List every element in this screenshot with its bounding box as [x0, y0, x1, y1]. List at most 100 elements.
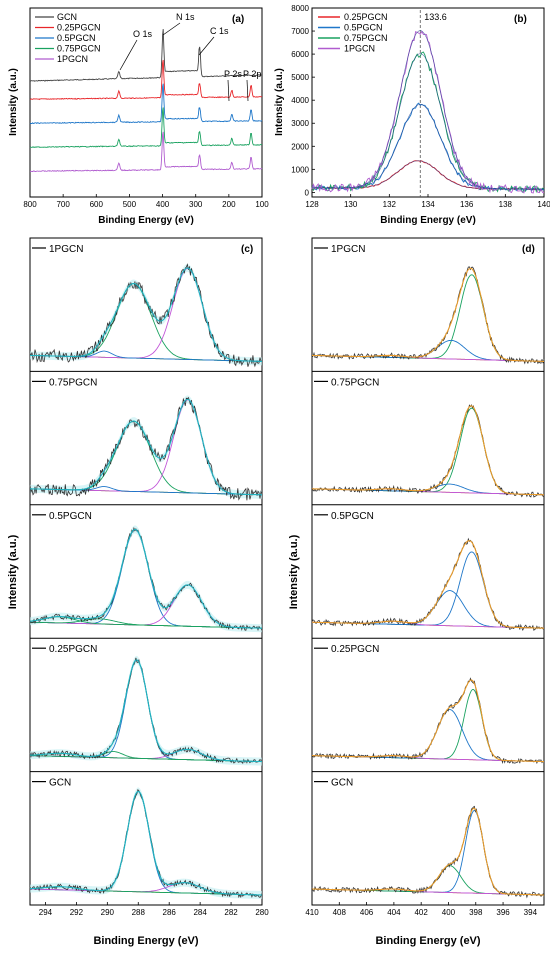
x-tick-label: 292 [70, 908, 84, 917]
x-tick-label: 132 [383, 200, 397, 209]
subpanel-label: 0.75PGCN [49, 377, 97, 388]
subpanel: 0.75PGCN [29, 370, 263, 501]
peak-label: P 2s [224, 69, 242, 79]
x-tick-label: 400 [156, 200, 170, 209]
subpanel: 0.75PGCN [311, 370, 545, 498]
series-line [29, 59, 263, 101]
x-tick-label: 402 [414, 908, 428, 917]
panel-a-xlabel: Binding Energy (eV) [98, 215, 194, 226]
peak-arrow [162, 22, 181, 36]
x-tick-label: 396 [496, 908, 510, 917]
series-line [311, 160, 544, 191]
legend-label: 0.25PGCN [57, 23, 101, 33]
panel-b-ylabel: Intensity (a.u.) [274, 68, 285, 136]
panel-c-label: (c) [241, 244, 253, 255]
peak-label: N 1s [176, 12, 195, 22]
subpanel-label: 0.5PGCN [49, 511, 92, 522]
raw-spectrum [29, 789, 263, 899]
x-tick-label: 290 [101, 908, 115, 917]
series-line [29, 107, 263, 149]
panel-d-ylabel: Intensity (a.u.) [288, 534, 300, 609]
subpanel: 1PGCN [311, 244, 545, 365]
x-tick-label: 700 [56, 200, 70, 209]
y-tick-label: 1000 [291, 165, 309, 174]
x-tick-label: 300 [189, 200, 203, 209]
y-tick-label: 5000 [291, 73, 309, 82]
peak-label: O 1s [133, 29, 153, 39]
fit-envelope [312, 540, 544, 629]
series-line [311, 30, 545, 194]
x-tick-label: 100 [255, 200, 269, 209]
subpanel-label: 0.75PGCN [331, 377, 379, 388]
x-tick-label: 280 [255, 908, 269, 917]
series-line [311, 51, 545, 193]
panel-c-ylabel: Intensity (a.u.) [7, 534, 19, 609]
panel-d-frame [311, 237, 545, 906]
component-peak [312, 709, 544, 763]
x-tick-label: 406 [360, 908, 374, 917]
component-peak [30, 283, 262, 362]
x-tick-label: 136 [460, 200, 474, 209]
series-line [29, 83, 263, 125]
component-peak [30, 399, 262, 496]
fit-envelope-band [30, 655, 262, 766]
fit-line [312, 53, 544, 190]
fit-envelope [312, 405, 544, 496]
raw-spectrum [29, 263, 263, 368]
peak-label: P 2p [243, 69, 261, 79]
y-tick-label: 8000 [291, 4, 309, 13]
panel-b-annotation: 133.6 [424, 12, 447, 22]
component-peak [30, 268, 262, 362]
x-tick-label: 404 [387, 908, 401, 917]
panel-d-x-ticks: 410 408 406 404 402 400 398 396 394 [305, 902, 538, 917]
raw-spectrum [311, 677, 545, 765]
x-tick-label: 600 [90, 200, 104, 209]
legend-label: 0.5PGCN [344, 23, 383, 33]
subpanel-label: GCN [331, 778, 353, 789]
x-tick-label: 294 [39, 908, 53, 917]
panel-b-label: (b) [514, 14, 527, 25]
fit-envelope [30, 398, 262, 496]
x-tick-label: 130 [344, 200, 358, 209]
series-line [311, 102, 545, 192]
component-peak [30, 584, 262, 629]
panel-a-series [29, 29, 263, 172]
component-peak [312, 689, 544, 763]
fit-line [312, 30, 544, 190]
subpanel: 0.25PGCN [311, 637, 545, 765]
raw-spectrum [311, 266, 545, 365]
subpanel: 0.5PGCN [311, 504, 545, 632]
raw-spectrum [311, 404, 545, 498]
subpanel-label: 0.25PGCN [49, 644, 97, 655]
legend-label: 0.5PGCN [57, 33, 96, 43]
panel-a-label: (a) [232, 14, 244, 25]
panel-a-x-ticks: 800 700 600 500 400 300 200 100 [23, 194, 269, 209]
subpanel-label: GCN [49, 778, 71, 789]
component-peak [30, 420, 262, 496]
subpanel-label: 1PGCN [331, 244, 365, 255]
raw-spectrum [29, 396, 263, 501]
component-peak [30, 659, 262, 763]
panel-a-frame [29, 7, 263, 198]
component-peak [30, 791, 262, 896]
panel-b-xlabel: Binding Energy (eV) [380, 215, 476, 226]
subpanel: 1PGCN [29, 244, 263, 368]
subpanel: 0.5PGCN [29, 504, 263, 633]
y-tick-label: 0 [305, 188, 310, 197]
panel-c-x-ticks: 294 292 290 288 286 284 282 280 [39, 902, 269, 917]
x-tick-label: 394 [524, 908, 538, 917]
raw-spectrum [311, 805, 545, 899]
fit-envelope-band [30, 395, 262, 499]
legend-label: GCN [57, 12, 77, 22]
panel-a-peak-labels: O 1s N 1s C 1s P 2s P 2p [119, 12, 261, 102]
x-tick-label: 286 [163, 908, 177, 917]
x-tick-label: 408 [333, 908, 347, 917]
peak-arrow [246, 79, 249, 102]
x-tick-label: 128 [305, 200, 319, 209]
y-tick-label: 3000 [291, 119, 309, 128]
subpanel: GCN [29, 771, 263, 899]
fit-line [312, 160, 544, 190]
panel-c-subpanels: 1PGCN 0.75PGCN 0.5PGCN 0.25PGCN GCN [29, 244, 263, 899]
